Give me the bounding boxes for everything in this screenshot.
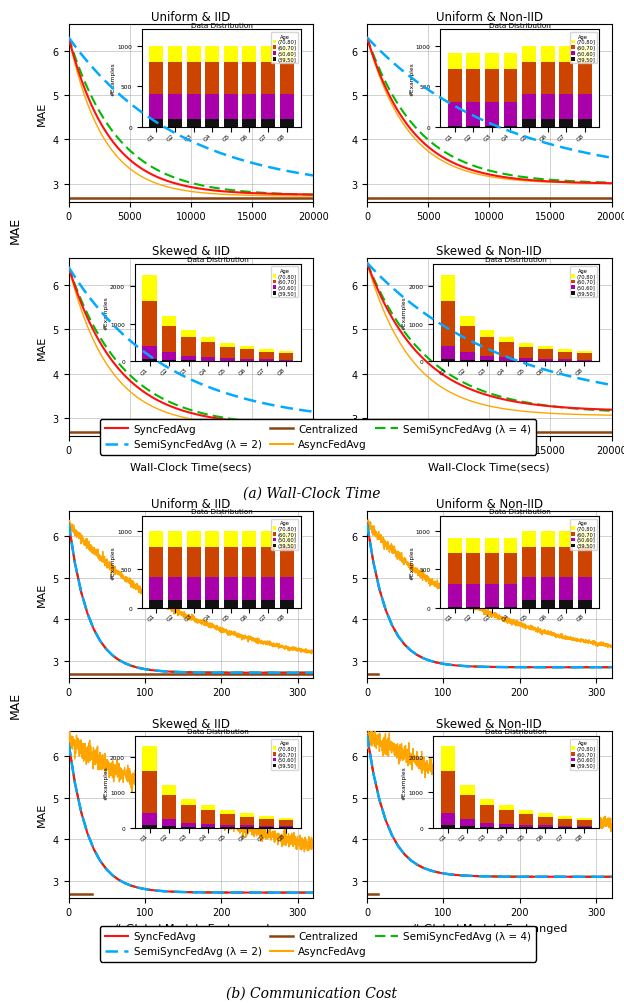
Title: Skewed & IID: Skewed & IID — [152, 245, 230, 258]
Y-axis label: MAE: MAE — [37, 336, 47, 360]
Title: Uniform & Non-IID: Uniform & Non-IID — [436, 11, 543, 24]
Title: Uniform & IID: Uniform & IID — [151, 11, 231, 24]
X-axis label: # Global Models Exchanged: # Global Models Exchanged — [113, 923, 269, 933]
Legend: SyncFedAvg, SemiSyncFedAvg (λ = 2), Centralized, AsyncFedAvg, SemiSyncFedAvg (λ : SyncFedAvg, SemiSyncFedAvg (λ = 2), Cent… — [100, 419, 536, 455]
Text: MAE: MAE — [9, 691, 22, 718]
Title: Skewed & Non-IID: Skewed & Non-IID — [436, 717, 542, 730]
Y-axis label: MAE: MAE — [37, 583, 47, 607]
Text: MAE: MAE — [9, 217, 22, 245]
Title: Skewed & Non-IID: Skewed & Non-IID — [436, 245, 542, 258]
Y-axis label: MAE: MAE — [37, 802, 47, 826]
Y-axis label: MAE: MAE — [37, 101, 47, 125]
Title: Uniform & IID: Uniform & IID — [151, 497, 231, 511]
X-axis label: Wall-Clock Time(secs): Wall-Clock Time(secs) — [429, 461, 550, 471]
Legend: SyncFedAvg, SemiSyncFedAvg (λ = 2), Centralized, AsyncFedAvg, SemiSyncFedAvg (λ : SyncFedAvg, SemiSyncFedAvg (λ = 2), Cent… — [100, 926, 536, 962]
Text: (b) Communication Cost: (b) Communication Cost — [227, 986, 397, 1000]
Title: Uniform & Non-IID: Uniform & Non-IID — [436, 497, 543, 511]
Text: (a) Wall-Clock Time: (a) Wall-Clock Time — [243, 486, 381, 500]
X-axis label: Wall-Clock Time(secs): Wall-Clock Time(secs) — [130, 461, 251, 471]
X-axis label: # Global Models Exchanged: # Global Models Exchanged — [411, 923, 567, 933]
Title: Skewed & IID: Skewed & IID — [152, 717, 230, 730]
